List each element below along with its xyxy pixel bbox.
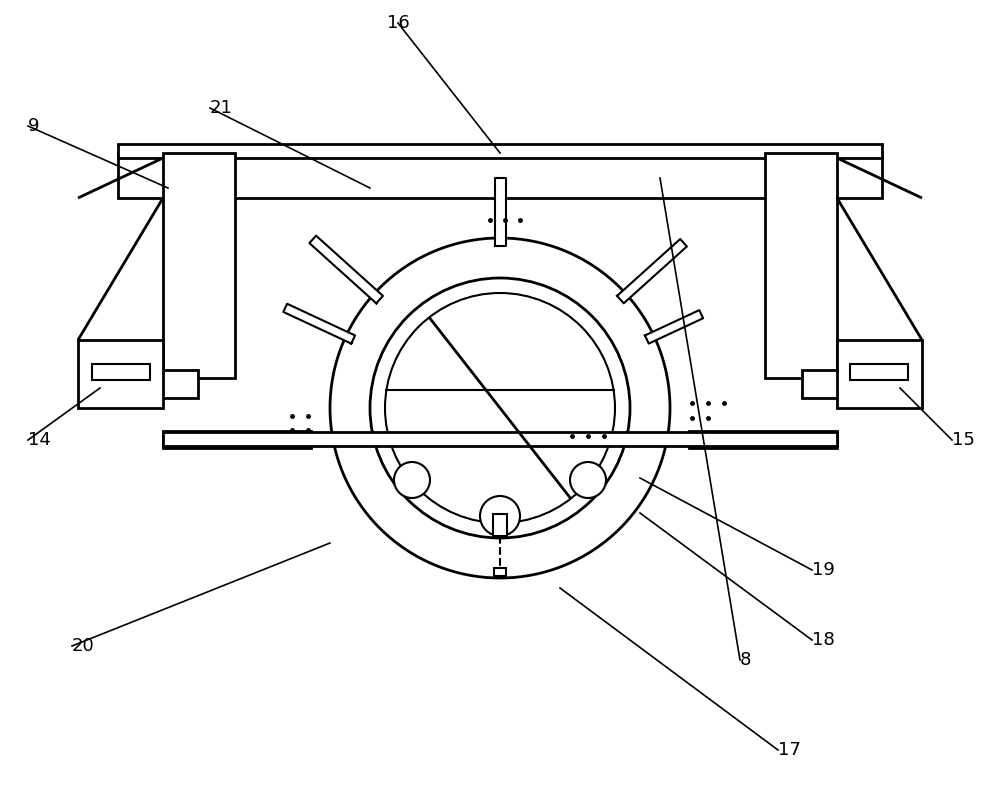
Bar xyxy=(118,144,882,158)
Circle shape xyxy=(385,293,615,523)
Text: 17: 17 xyxy=(778,741,801,759)
Bar xyxy=(765,153,837,378)
Bar xyxy=(837,340,922,408)
Text: 21: 21 xyxy=(210,99,233,117)
Circle shape xyxy=(330,238,670,578)
Bar xyxy=(118,153,882,198)
Circle shape xyxy=(570,462,606,498)
Text: 8: 8 xyxy=(740,651,751,669)
Bar xyxy=(494,568,506,576)
Bar xyxy=(92,364,150,380)
Bar xyxy=(118,370,198,398)
Bar xyxy=(802,370,882,398)
Text: 9: 9 xyxy=(28,117,40,135)
Bar xyxy=(493,514,507,536)
Text: 20: 20 xyxy=(72,637,95,655)
Text: 18: 18 xyxy=(812,631,835,649)
Polygon shape xyxy=(494,178,506,246)
Polygon shape xyxy=(617,239,687,303)
Text: 19: 19 xyxy=(812,561,835,579)
Text: 15: 15 xyxy=(952,431,975,449)
Circle shape xyxy=(370,278,630,538)
Polygon shape xyxy=(309,235,383,303)
Bar xyxy=(163,431,311,448)
Circle shape xyxy=(394,462,430,498)
Polygon shape xyxy=(645,310,703,344)
Text: 16: 16 xyxy=(387,14,409,32)
Bar xyxy=(163,432,837,446)
Bar xyxy=(163,153,235,378)
Bar xyxy=(78,340,163,408)
Bar xyxy=(850,364,908,380)
Polygon shape xyxy=(283,304,355,344)
Text: 14: 14 xyxy=(28,431,51,449)
Bar xyxy=(689,431,837,448)
Circle shape xyxy=(480,496,520,536)
